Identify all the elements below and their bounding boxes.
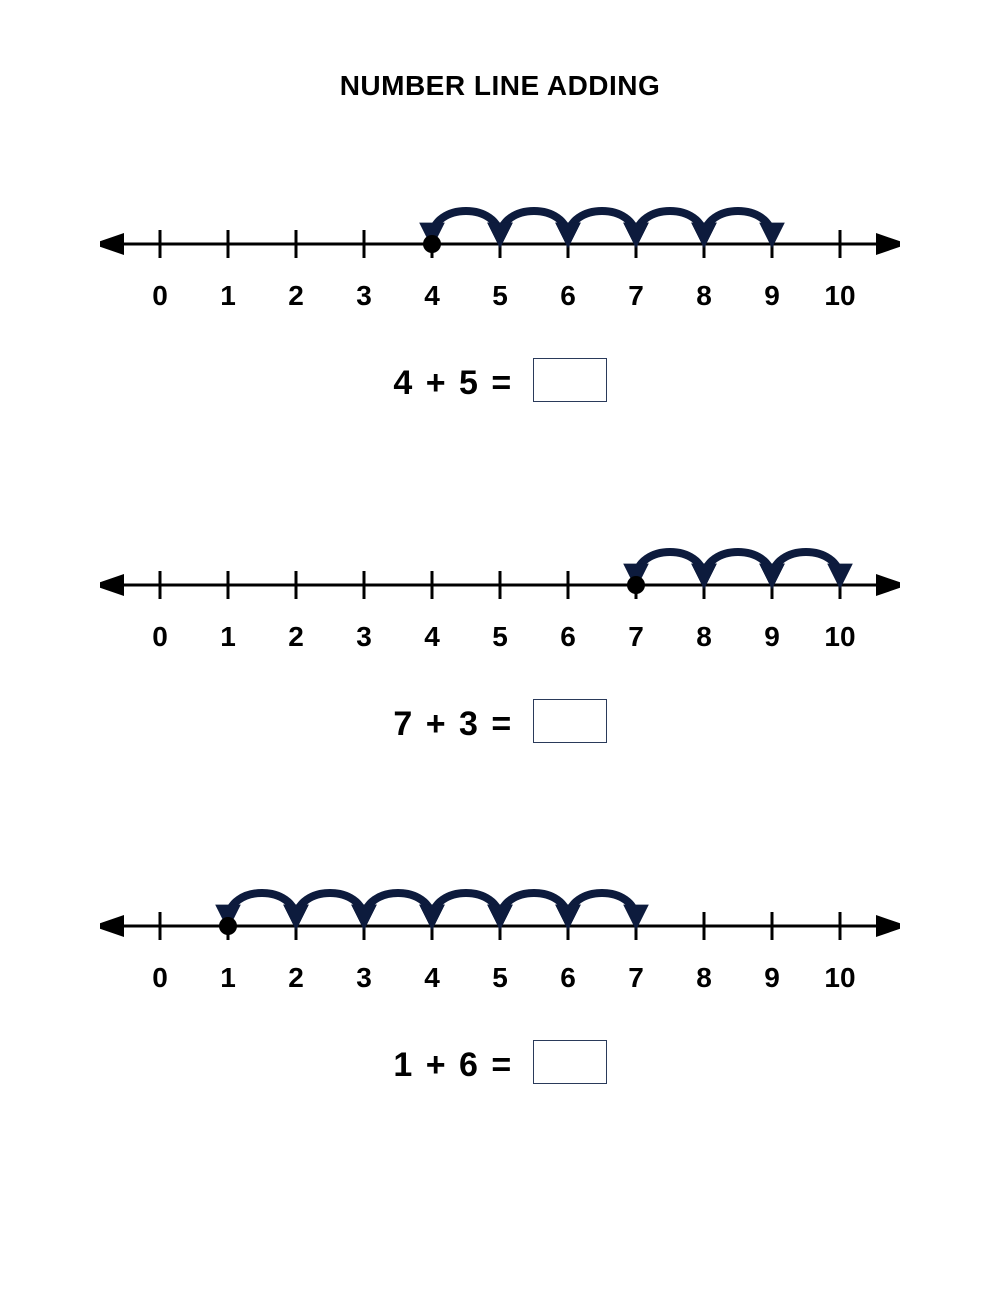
operator: +: [426, 364, 448, 402]
tick-label: 0: [152, 621, 168, 653]
axis-arrow-right-icon: [876, 574, 900, 596]
number-line: [100, 162, 900, 272]
page-title: NUMBER LINE ADDING: [0, 70, 1000, 102]
jump-arc-icon: [704, 552, 772, 579]
tick-label: 7: [628, 280, 644, 312]
axis-arrow-left-icon: [100, 915, 124, 937]
axis-arrow-right-icon: [876, 233, 900, 255]
addend-a: 1: [393, 1046, 414, 1084]
tick-label: 4: [424, 962, 440, 994]
tick-label: 2: [288, 962, 304, 994]
tick-label: 1: [220, 962, 236, 994]
jump-arc-icon: [432, 893, 500, 920]
tick-label: 8: [696, 621, 712, 653]
start-dot-icon: [423, 235, 441, 253]
operator: +: [426, 1046, 448, 1084]
answer-box[interactable]: [533, 358, 607, 402]
tick-label: 1: [220, 621, 236, 653]
addend-b: 6: [459, 1046, 480, 1084]
jump-arc-icon: [364, 893, 432, 920]
operator: +: [426, 705, 448, 743]
axis-arrow-left-icon: [100, 574, 124, 596]
tick-label: 2: [288, 280, 304, 312]
tick-label: 1: [220, 280, 236, 312]
tick-label: 6: [560, 621, 576, 653]
jump-arc-icon: [568, 893, 636, 920]
tick-label: 0: [152, 962, 168, 994]
tick-label: 5: [492, 280, 508, 312]
equation: 7 + 3 =: [100, 699, 900, 744]
jump-arc-icon: [636, 552, 704, 579]
jump-arc-icon: [568, 211, 636, 238]
addend-a: 7: [393, 705, 414, 743]
number-line: [100, 844, 900, 954]
addend-a: 4: [393, 364, 414, 402]
tick-label: 7: [628, 962, 644, 994]
tick-label: 7: [628, 621, 644, 653]
tick-label: 8: [696, 962, 712, 994]
jump-arc-icon: [772, 552, 840, 579]
tick-label: 4: [424, 280, 440, 312]
jump-arc-icon: [432, 211, 500, 238]
axis-arrow-right-icon: [876, 915, 900, 937]
start-dot-icon: [627, 576, 645, 594]
tick-label: 2: [288, 621, 304, 653]
tick-label: 8: [696, 280, 712, 312]
jump-arc-icon: [636, 211, 704, 238]
problem: 0 1 2 3 4 5 6 7 8 9 10 7 + 3 =: [100, 503, 900, 744]
equals-sign: =: [491, 364, 513, 402]
jump-arc-icon: [500, 211, 568, 238]
tick-label: 9: [764, 280, 780, 312]
answer-box[interactable]: [533, 1040, 607, 1084]
tick-label: 6: [560, 962, 576, 994]
equation: 1 + 6 =: [100, 1040, 900, 1085]
addend-b: 3: [459, 705, 480, 743]
tick-label: 10: [824, 621, 855, 653]
axis-arrow-left-icon: [100, 233, 124, 255]
jump-arc-icon: [296, 893, 364, 920]
tick-labels: 0 1 2 3 4 5 6 7 8 9 10: [100, 962, 900, 1002]
equation: 4 + 5 =: [100, 358, 900, 403]
addend-b: 5: [459, 364, 480, 402]
tick-label: 5: [492, 621, 508, 653]
tick-label: 6: [560, 280, 576, 312]
problems-container: 0123456789104 + 5 = 0123456789107 + 3 = …: [0, 162, 1000, 1085]
problem: 0 1 2 3 4 5 6 7 8 9 10 1 + 6 =: [100, 844, 900, 1085]
tick-label: 3: [356, 621, 372, 653]
tick-label: 0: [152, 280, 168, 312]
problem: 0 1 2 3 4 5 6 7 8 9 10 4 + 5 =: [100, 162, 900, 403]
tick-label: 9: [764, 962, 780, 994]
tick-label: 5: [492, 962, 508, 994]
tick-label: 10: [824, 962, 855, 994]
jump-arc-icon: [500, 893, 568, 920]
tick-label: 9: [764, 621, 780, 653]
equals-sign: =: [491, 1046, 513, 1084]
equals-sign: =: [491, 705, 513, 743]
tick-label: 10: [824, 280, 855, 312]
tick-labels: 0 1 2 3 4 5 6 7 8 9 10: [100, 621, 900, 661]
tick-labels: 0 1 2 3 4 5 6 7 8 9 10: [100, 280, 900, 320]
jump-arc-icon: [704, 211, 772, 238]
answer-box[interactable]: [533, 699, 607, 743]
tick-label: 3: [356, 280, 372, 312]
tick-label: 4: [424, 621, 440, 653]
tick-label: 3: [356, 962, 372, 994]
start-dot-icon: [219, 917, 237, 935]
worksheet-page: NUMBER LINE ADDING 0123456789104 + 5 = 0…: [0, 0, 1000, 1291]
jump-arc-icon: [228, 893, 296, 920]
number-line: [100, 503, 900, 613]
